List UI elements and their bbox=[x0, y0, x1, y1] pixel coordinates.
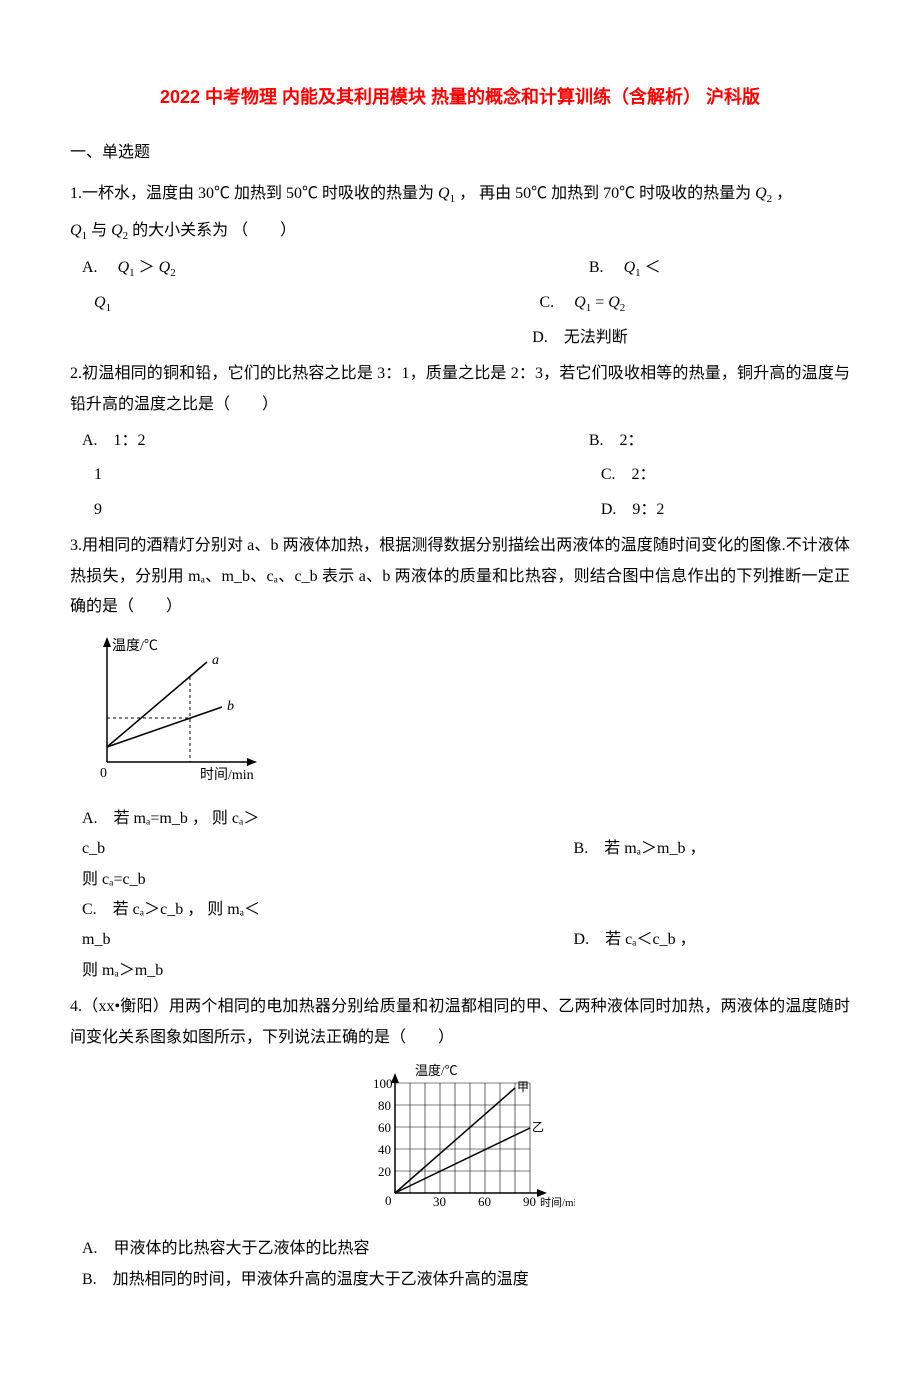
q1-stem-c: ， bbox=[776, 185, 792, 202]
q1-c-q2: Q bbox=[608, 294, 620, 311]
q1-a-pre: A. bbox=[82, 259, 114, 276]
q1-stem-b: ， 再由 50℃ 加热到 70℃ 时吸收的热量为 bbox=[459, 185, 755, 202]
q1-l2-s1: 1 bbox=[82, 230, 88, 242]
q3-options: A. 若 mₐ=m_b ， 则 cₐ＞ c_b B. 若 mₐ＞m_b ， 则 … bbox=[82, 804, 850, 986]
q1-options-row2: Q1 C. Q1 = Q2 bbox=[82, 288, 850, 319]
q4-xtick-90: 90 bbox=[523, 1194, 536, 1209]
q1-l2-q1: Q bbox=[70, 222, 82, 239]
question-3: 3.用相同的酒精灯分别对 a、b 两液体加热，根据测得数据分别描绘出两液体的温度… bbox=[70, 531, 850, 622]
q1-symbol-2: Q bbox=[755, 185, 767, 202]
q1-c-s1: 1 bbox=[586, 302, 592, 314]
q4-series-yi: 乙 bbox=[532, 1120, 544, 1134]
q3-option-d-line2: 则 mₐ＞m_b bbox=[82, 956, 574, 986]
q3-chart: a b 温度/℃ 0 时间/min bbox=[82, 632, 850, 793]
q1-b2-q1: Q bbox=[94, 294, 106, 311]
q3-option-d-line1: D. 若 cₐ＜c_b ， bbox=[574, 925, 850, 955]
q4-ylabel: 温度/℃ bbox=[415, 1063, 458, 1078]
q1-b-s1: 1 bbox=[635, 267, 641, 279]
q3-option-b-line2: 则 cₐ=c_b bbox=[82, 865, 574, 895]
q3-xlabel: 时间/min bbox=[200, 767, 254, 782]
q1-c-q1: Q bbox=[574, 294, 586, 311]
q1-a-s2: 2 bbox=[170, 267, 176, 279]
q2-option-b: B. 2： bbox=[589, 426, 850, 456]
q2-option-c-cont: 9 bbox=[94, 495, 601, 525]
q2-options-row1: A. 1：2 B. 2： bbox=[82, 426, 850, 456]
section-heading: 一、单选题 bbox=[70, 138, 850, 168]
q1-b-pre: B. bbox=[589, 259, 620, 276]
q1-l2-with: 与 bbox=[91, 222, 107, 239]
q1-option-a: A. Q1 ＞ Q2 bbox=[82, 253, 589, 284]
q4-chart: 温度/℃ 100 80 60 40 20 0 30 60 90 时间/min 甲… bbox=[70, 1063, 850, 1224]
q1-option-b-cont: Q1 bbox=[94, 288, 539, 319]
question-1-line2: Q1 与 Q2 的大小关系为 （ ） bbox=[70, 216, 850, 247]
q4-xlabel: 时间/min bbox=[540, 1196, 575, 1209]
q4-ytick-100: 100 bbox=[373, 1076, 393, 1091]
q3-option-a-line2: c_b bbox=[82, 834, 574, 864]
q3-option-a-line1: A. 若 mₐ=m_b ， 则 cₐ＞ bbox=[82, 804, 574, 834]
q4-option-b: B. 加热相同的时间，甲液体升高的温度大于乙液体升高的温度 bbox=[82, 1265, 850, 1295]
q4-xtick-60: 60 bbox=[478, 1194, 491, 1209]
q3-option-c-line1: C. 若 cₐ＞c_b ， 则 mₐ＜ bbox=[82, 895, 574, 925]
q1-options-row1: A. Q1 ＞ Q2 B. Q1 ＜ bbox=[82, 253, 850, 284]
q1-a-s1: 1 bbox=[129, 267, 135, 279]
q1-l2-s2: 2 bbox=[123, 230, 129, 242]
q3-origin: 0 bbox=[100, 766, 107, 781]
q2-option-c: C. 2： bbox=[601, 460, 656, 490]
q1-l2-q2: Q bbox=[111, 222, 123, 239]
q1-a-mid: ＞ bbox=[139, 259, 155, 276]
q4-option-a: A. 甲液体的比热容大于乙液体的比热容 bbox=[82, 1234, 850, 1264]
q4-ytick-20: 20 bbox=[378, 1164, 391, 1179]
q2-option-a: A. 1：2 bbox=[82, 426, 589, 456]
q1-c-mid: = bbox=[595, 294, 604, 311]
q1-b-q1: Q bbox=[624, 259, 636, 276]
question-2: 2.初温相同的铜和铅，它们的比热容之比是 3：1，质量之比是 2：3，若它们吸收… bbox=[70, 359, 850, 420]
q2-options-row2: 1 C. 2： bbox=[82, 460, 850, 490]
q3-option-c-line2: m_b bbox=[82, 925, 574, 955]
q4-ytick-60: 60 bbox=[378, 1120, 391, 1135]
q1-c-s2: 2 bbox=[620, 302, 626, 314]
q1-sub1: 1 bbox=[450, 193, 456, 205]
q4-series-jia: 甲 bbox=[517, 1080, 529, 1094]
q2-option-d: D. 9：2 bbox=[601, 495, 665, 525]
q1-b2-s1: 1 bbox=[106, 302, 112, 314]
question-4: 4.（xx•衡阳）用两个相同的电加热器分别给质量和初温都相同的甲、乙两种液体同时… bbox=[70, 992, 850, 1053]
q4-origin: 0 bbox=[385, 1193, 392, 1208]
q2-options-row3: 9 D. 9：2 bbox=[82, 495, 850, 525]
q1-option-d: D. 无法判断 bbox=[310, 323, 850, 353]
q1-sub2: 2 bbox=[767, 193, 773, 205]
q1-l2-rest: 的大小关系为 （ ） bbox=[132, 222, 296, 239]
q1-a-q2: Q bbox=[159, 259, 171, 276]
q2-option-b-cont: 1 bbox=[94, 460, 601, 490]
q1-option-b: B. Q1 ＜ bbox=[589, 253, 850, 284]
q4-ytick-40: 40 bbox=[378, 1142, 391, 1157]
question-1: 1.一杯水，温度由 30℃ 加热到 50℃ 时吸收的热量为 Q1 ， 再由 50… bbox=[70, 179, 850, 210]
page-title: 2022 中考物理 内能及其利用模块 热量的概念和计算训练（含解析） 沪科版 bbox=[70, 80, 850, 114]
q1-symbol: Q bbox=[438, 185, 450, 202]
q3-option-b-line1: B. 若 mₐ＞m_b ， bbox=[574, 834, 850, 864]
q4-ytick-80: 80 bbox=[378, 1098, 391, 1113]
q3-series-a-label: a bbox=[212, 653, 219, 668]
q1-option-c: C. Q1 = Q2 bbox=[539, 288, 625, 319]
q1-a-q1: Q bbox=[118, 259, 130, 276]
q4-xtick-30: 30 bbox=[433, 1194, 446, 1209]
q1-c-pre: C. bbox=[539, 294, 570, 311]
q1-b-mid: ＜ bbox=[645, 259, 661, 276]
q3-series-b-label: b bbox=[227, 699, 234, 714]
q1-stem-a: 1.一杯水，温度由 30℃ 加热到 50℃ 时吸收的热量为 bbox=[70, 185, 434, 202]
q3-ylabel: 温度/℃ bbox=[112, 638, 158, 654]
